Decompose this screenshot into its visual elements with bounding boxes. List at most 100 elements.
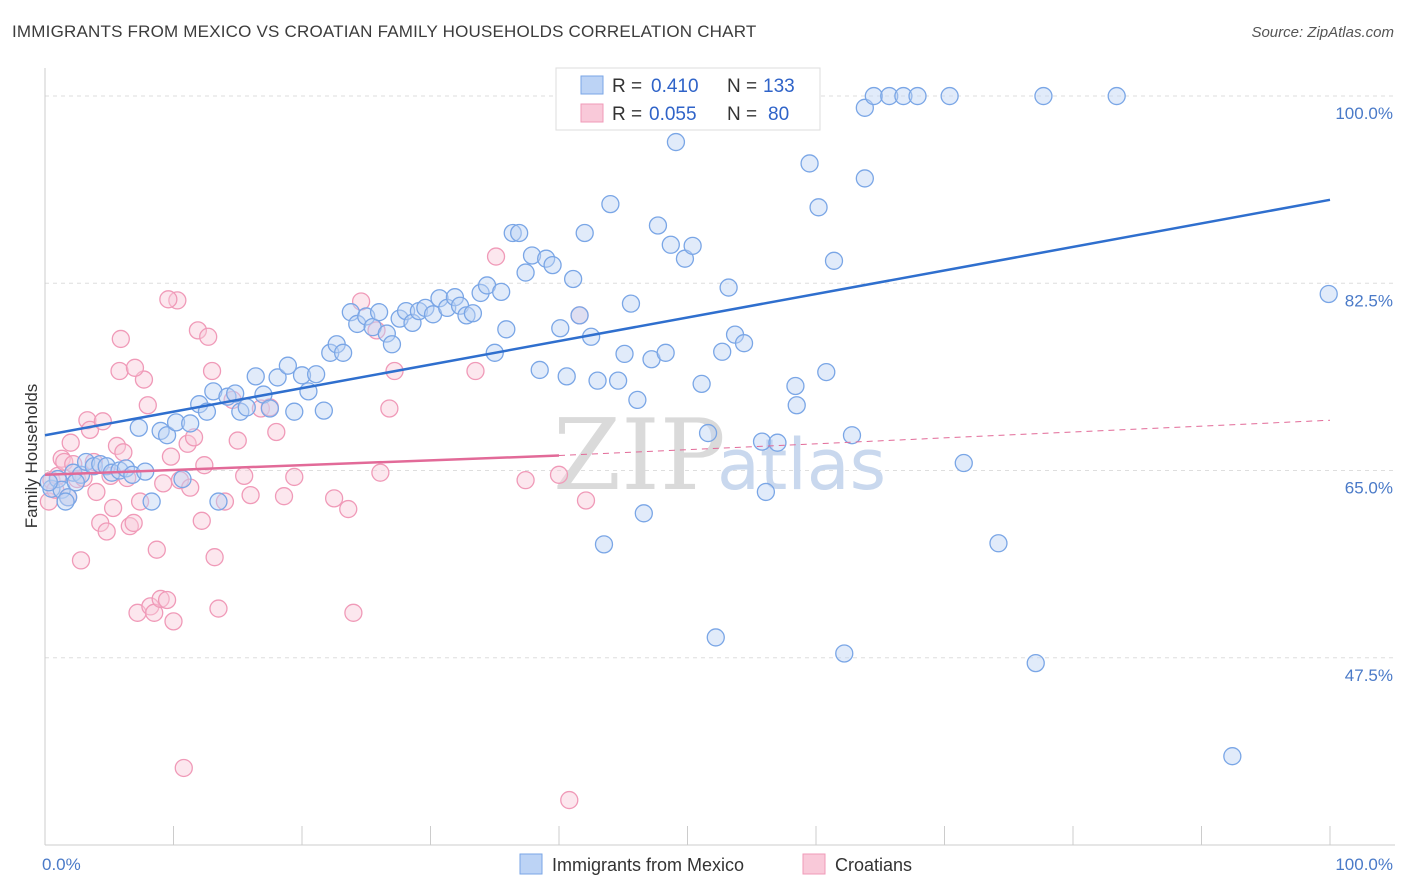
y-axis-label: Family Households [22, 384, 41, 529]
mexico-point-101 [734, 334, 754, 353]
croatians-point-20 [103, 498, 123, 518]
croatians-point-4 [52, 449, 71, 468]
mexico-point-49 [382, 335, 402, 354]
mexico-point-130 [39, 473, 59, 492]
mexico-point-84 [615, 344, 634, 364]
legend-n-label-2: N = [727, 104, 757, 125]
x-tick-label-0: 0.0% [42, 855, 81, 874]
legend-n-value-1: 133 [763, 76, 795, 97]
croatians-point-35 [154, 474, 173, 493]
croatians-point-64 [344, 603, 363, 622]
croatians-point-41 [174, 758, 193, 778]
mexico-point-119 [880, 86, 899, 106]
mexico-point-132 [66, 473, 85, 492]
mexico-point-106 [768, 433, 787, 452]
mexico-point-112 [817, 362, 836, 382]
croatians-point-44 [184, 428, 204, 447]
mexico-point-38 [306, 365, 326, 384]
croatians-point-72 [516, 471, 535, 490]
mexico-point-118 [864, 86, 883, 106]
mexico-point-33 [268, 368, 287, 387]
mexico-point-39 [314, 401, 333, 420]
croatians-points [39, 247, 596, 810]
mexico-point-30 [246, 367, 265, 386]
mexico-point-99 [719, 278, 738, 297]
croatians-trendline [44, 454, 560, 477]
mexico-point-116 [855, 169, 874, 188]
mexico-point-103 [752, 432, 772, 451]
mexico-point-113 [824, 251, 844, 270]
croatians-point-38 [164, 612, 183, 631]
croatians-point-46 [192, 511, 211, 530]
mexico-point-92 [666, 132, 686, 152]
croatians-point-23 [114, 443, 133, 462]
croatians-point-54 [228, 431, 247, 450]
mexico-point-34 [278, 356, 298, 375]
mexico-point-66 [497, 320, 516, 339]
mexico-point-90 [656, 343, 675, 362]
mexico-point-91 [661, 235, 680, 254]
legend-swatch-croatians [802, 853, 826, 875]
axes [44, 68, 1395, 846]
mexico-point-52 [403, 313, 422, 333]
watermark-zip: ZIP [553, 399, 726, 513]
croatians-point-73 [549, 465, 569, 484]
croatians-point-59 [267, 422, 286, 442]
croatians-point-76 [576, 491, 596, 510]
mexico-point-98 [713, 342, 732, 361]
legend-label-mexico: Immigrants from Mexico [552, 855, 744, 875]
mexico-point-122 [940, 86, 959, 106]
mexico-point-75 [557, 367, 576, 386]
croatians-point-67 [371, 463, 390, 482]
mexico-point-21 [181, 414, 200, 433]
mexico-point-35 [285, 402, 304, 421]
legend-r-value-2: 0.055 [649, 104, 697, 125]
mexico-point-89 [648, 216, 668, 235]
mexico-point-86 [628, 390, 647, 410]
legend-swatch-blue [580, 75, 604, 95]
mexico-point-20 [173, 469, 192, 489]
legend-n-label-1: N = [727, 76, 757, 97]
x-tick-labels: 0.0% 100.0% [42, 855, 1393, 874]
mexico-point-61 [463, 304, 483, 323]
mexico-point-124 [989, 534, 1008, 553]
mexico-point-67 [503, 223, 522, 243]
y-tick-label-1: 82.5% [1345, 291, 1393, 310]
mexico-point-48 [377, 324, 396, 343]
mexico-point-32 [260, 399, 280, 418]
croatians-point-17 [93, 412, 112, 431]
mexico-point-25 [209, 492, 228, 511]
mexico-point-16 [142, 492, 161, 511]
croatians-point-56 [241, 485, 260, 505]
mexico-point-24 [204, 382, 223, 401]
croatians-point-74 [560, 790, 579, 810]
croatians-point-78 [125, 358, 145, 377]
mexico-point-81 [594, 535, 614, 554]
y-tick-label-2: 65.0% [1345, 479, 1393, 498]
mexico-point-95 [692, 374, 711, 394]
mexico-point-73 [543, 255, 562, 275]
croatians-point-51 [209, 599, 228, 618]
stats-legend: R = 0.410 N = 133 R = 0.055 N = 80 [555, 67, 821, 131]
mexico-point-51 [396, 301, 416, 321]
mexico-trendline [44, 198, 1331, 437]
croatians-point-15 [87, 482, 106, 502]
mexico-point-77 [570, 306, 589, 325]
legend-r-label-1: R = [612, 76, 642, 97]
croatians-point-49 [202, 361, 222, 381]
chart-title: IMMIGRANTS FROM MEXICO VS CROATIAN FAMIL… [12, 22, 757, 41]
croatians-point-60 [274, 487, 294, 506]
mexico-point-65 [492, 282, 511, 301]
croatians-point-62 [324, 489, 344, 508]
mexico-point-36 [292, 366, 312, 385]
mexico-points [39, 86, 1338, 766]
mexico-point-18 [157, 426, 177, 445]
croatians-point-7 [61, 433, 80, 452]
mexico-point-68 [510, 223, 529, 243]
croatians-point-63 [339, 499, 358, 519]
mexico-point-87 [634, 504, 653, 523]
croatians-point-36 [157, 590, 177, 610]
croatians-point-30 [138, 396, 157, 415]
croatians-point-71 [486, 247, 506, 266]
